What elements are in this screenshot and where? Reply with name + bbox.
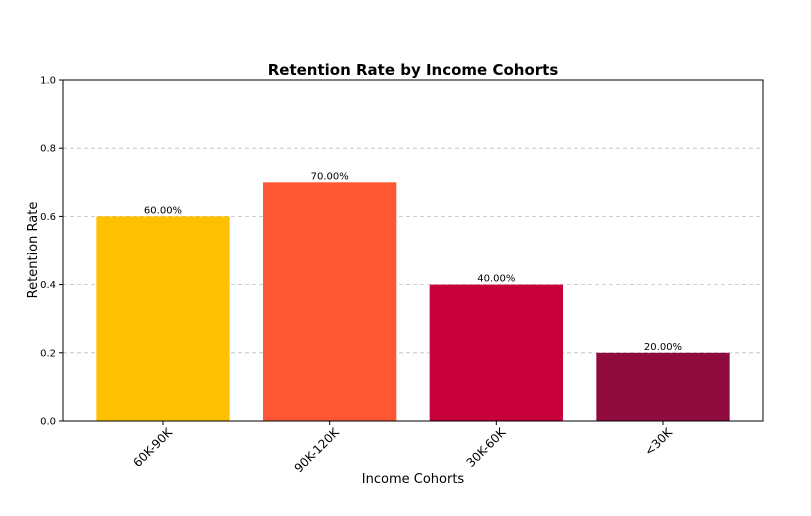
x-tick-label: 90K-120K bbox=[292, 424, 343, 475]
y-tick-label: 0.6 bbox=[40, 212, 56, 223]
bar-value-label: 60.00% bbox=[144, 205, 182, 216]
y-tick-label: 0.2 bbox=[40, 348, 56, 359]
chart-title: Retention Rate by Income Cohorts bbox=[268, 61, 559, 79]
y-tick-label: 0.8 bbox=[40, 144, 56, 155]
axes-layer bbox=[59, 79, 764, 425]
bar-value-label: 70.00% bbox=[311, 171, 349, 182]
x-tick-label: <30K bbox=[642, 424, 676, 458]
y-tick-label: 0.4 bbox=[40, 280, 56, 291]
bar-value-label: 20.00% bbox=[644, 342, 682, 353]
y-tick-label: 0.0 bbox=[40, 417, 56, 428]
bar bbox=[263, 182, 397, 421]
plot-frame bbox=[62, 79, 764, 422]
bar bbox=[96, 216, 230, 421]
bars-layer bbox=[96, 182, 730, 421]
bar bbox=[596, 352, 730, 421]
bar-value-label: 40.00% bbox=[477, 274, 515, 285]
y-tick-label: 1.0 bbox=[40, 76, 56, 87]
x-tick-label: 60K-90K bbox=[130, 424, 176, 470]
x-axis-label: Income Cohorts bbox=[362, 472, 465, 487]
x-tick-label: 30K-60K bbox=[464, 424, 510, 470]
y-axis-label: Retention Rate bbox=[26, 202, 41, 299]
bar bbox=[429, 284, 563, 421]
